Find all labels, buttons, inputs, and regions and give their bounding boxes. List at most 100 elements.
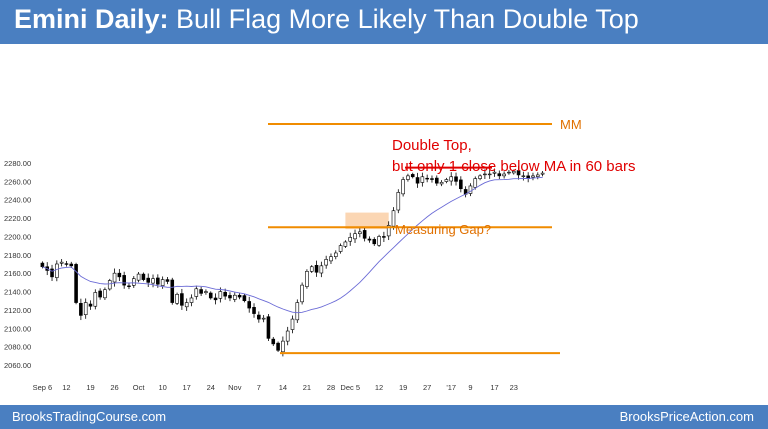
candle-body <box>103 289 107 299</box>
candle-body <box>261 317 266 320</box>
candle-body <box>151 278 155 284</box>
candle-body <box>69 263 74 267</box>
candle-body <box>338 245 343 252</box>
candle-body <box>131 278 136 286</box>
candle-body <box>459 179 463 190</box>
candle-body <box>531 175 535 178</box>
candle-body <box>324 259 328 266</box>
candle-body <box>468 185 473 194</box>
footer-left-link[interactable]: BrooksTradingCourse.com <box>12 409 167 424</box>
candle-body <box>156 277 160 285</box>
candle-body <box>242 295 247 302</box>
candle-body <box>439 181 444 185</box>
candle-body <box>444 179 449 182</box>
candle-body <box>50 268 54 278</box>
x-tick-label: 28 <box>327 383 335 392</box>
x-tick-label: 9 <box>468 383 472 392</box>
candle-body <box>281 340 285 353</box>
candle-body <box>59 261 64 264</box>
candle-body <box>473 178 478 188</box>
candle-body <box>382 236 386 238</box>
candle-body <box>223 291 227 297</box>
candle-body <box>483 173 487 176</box>
candle-body <box>146 277 151 283</box>
candle-body <box>266 316 271 339</box>
candle-body <box>358 231 362 234</box>
candle-body <box>107 280 112 290</box>
x-tick-label: Dec 5 <box>340 383 360 392</box>
double-top-label: Double Top, <box>392 137 472 154</box>
y-tick-label: 2100.00 <box>4 324 31 333</box>
candle-body <box>535 174 540 177</box>
footer-right-link[interactable]: BrooksPriceAction.com <box>619 409 754 424</box>
candle-body <box>343 241 348 247</box>
candle-body <box>276 342 280 351</box>
candle-body <box>184 302 189 308</box>
candle-body <box>93 292 98 307</box>
x-tick-label: 21 <box>303 383 311 392</box>
x-tick-label: 24 <box>207 383 215 392</box>
candle-body <box>391 210 396 227</box>
candle-body <box>454 176 458 182</box>
moving-average-line <box>42 176 543 314</box>
x-tick-label: 23 <box>510 383 518 392</box>
candle-body <box>516 170 521 176</box>
y-tick-label: 2060.00 <box>4 361 31 370</box>
candle-body <box>98 290 102 298</box>
candle-body <box>295 302 300 321</box>
candle-body <box>348 237 353 242</box>
x-tick-label: 12 <box>62 383 70 392</box>
candle-body <box>175 293 179 304</box>
candle-body <box>309 266 314 272</box>
y-tick-label: 2180.00 <box>4 251 31 260</box>
x-tick-label: 19 <box>399 383 407 392</box>
x-tick-label: 19 <box>86 383 94 392</box>
candle-body <box>372 239 377 245</box>
candle-body <box>208 292 213 299</box>
candle-body <box>141 273 146 280</box>
candle-body <box>396 192 401 211</box>
candle-body <box>170 279 175 303</box>
candle-body <box>122 275 126 286</box>
x-tick-label: Nov <box>228 383 242 392</box>
x-tick-label: 10 <box>158 383 166 392</box>
footer-bar: BrooksTradingCourse.com BrooksPriceActio… <box>0 405 768 429</box>
double-top-sublabel: but only 1 close below MA in 60 bars <box>392 158 635 175</box>
candle-body <box>406 175 410 180</box>
x-tick-label: Sep 6 <box>33 383 53 392</box>
candle-body <box>300 284 304 303</box>
candle-body <box>478 175 482 179</box>
candle-body <box>40 262 45 268</box>
candle-body <box>247 301 252 309</box>
y-tick-label: 2220.00 <box>4 214 31 223</box>
x-tick-label: 17 <box>490 383 498 392</box>
title-rest: Bull Flag More Likely Than Double Top <box>168 4 639 34</box>
candle-body <box>487 173 492 176</box>
candle-body <box>377 236 381 246</box>
candle-body <box>271 338 276 345</box>
candle-body <box>305 271 309 287</box>
candle-body <box>367 238 372 241</box>
candle-body <box>415 177 420 184</box>
candle-body <box>511 170 516 174</box>
candle-body <box>319 265 324 274</box>
candle-body <box>353 233 357 240</box>
candle-body <box>507 171 511 174</box>
candle-body <box>136 273 141 281</box>
mm-label: MM <box>560 117 582 132</box>
candle-body <box>333 252 338 257</box>
title-bar: Emini Daily: Bull Flag More Likely Than … <box>0 0 768 44</box>
candle-body <box>521 175 526 177</box>
x-tick-label: 26 <box>110 383 118 392</box>
candle-body <box>449 176 454 182</box>
candle-body <box>199 289 203 294</box>
candle-body <box>64 263 69 265</box>
candle-body <box>204 291 208 293</box>
title-bold: Emini Daily: <box>14 4 169 34</box>
y-tick-label: 2240.00 <box>4 196 31 205</box>
candle-body <box>160 279 165 286</box>
candle-body <box>329 256 333 262</box>
candle-body <box>165 279 170 282</box>
measuring-gap-highlight <box>345 212 389 230</box>
